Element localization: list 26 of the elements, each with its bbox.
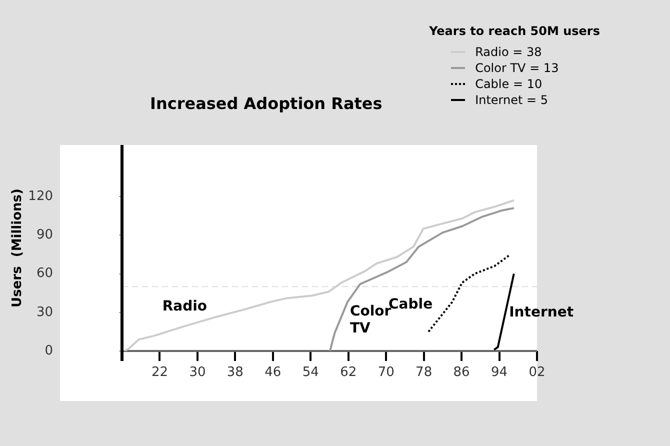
y-tick-label: 60 [36,266,53,282]
x-tick-label: 78 [416,365,432,380]
x-tick-label: 54 [302,365,319,380]
legend-label: Color TV = 13 [475,61,559,75]
annotation: Internet [509,304,574,320]
annotation: Radio [162,298,208,315]
x-tick-label: 22 [151,365,168,380]
annotation: Color TV [350,304,392,337]
legend-label: Internet = 5 [475,93,548,107]
x-tick-label: 46 [264,365,282,380]
x-tick-label: 62 [340,365,357,380]
legend-title: Years to reach 50M users [429,24,600,38]
x-tick-label: 38 [226,365,244,380]
y-axis-title: Users (Millions) [10,188,26,308]
x-tick-label: 70 [378,365,394,380]
y-tick-label: 30 [36,304,53,320]
y-tick-label: 120 [28,188,53,204]
legend-label: Radio = 38 [475,45,542,59]
x-tick-label: 02 [528,365,546,380]
y-tick-label: 0 [44,343,53,358]
chart-title: Increased Adoption Rates [150,94,382,113]
legend-label: Cable = 10 [475,77,542,91]
x-tick-label: 94 [491,365,508,380]
y-tick-label: 90 [36,228,53,242]
x-tick-label: 86 [453,365,470,380]
x-tick-label: 30 [189,365,206,380]
